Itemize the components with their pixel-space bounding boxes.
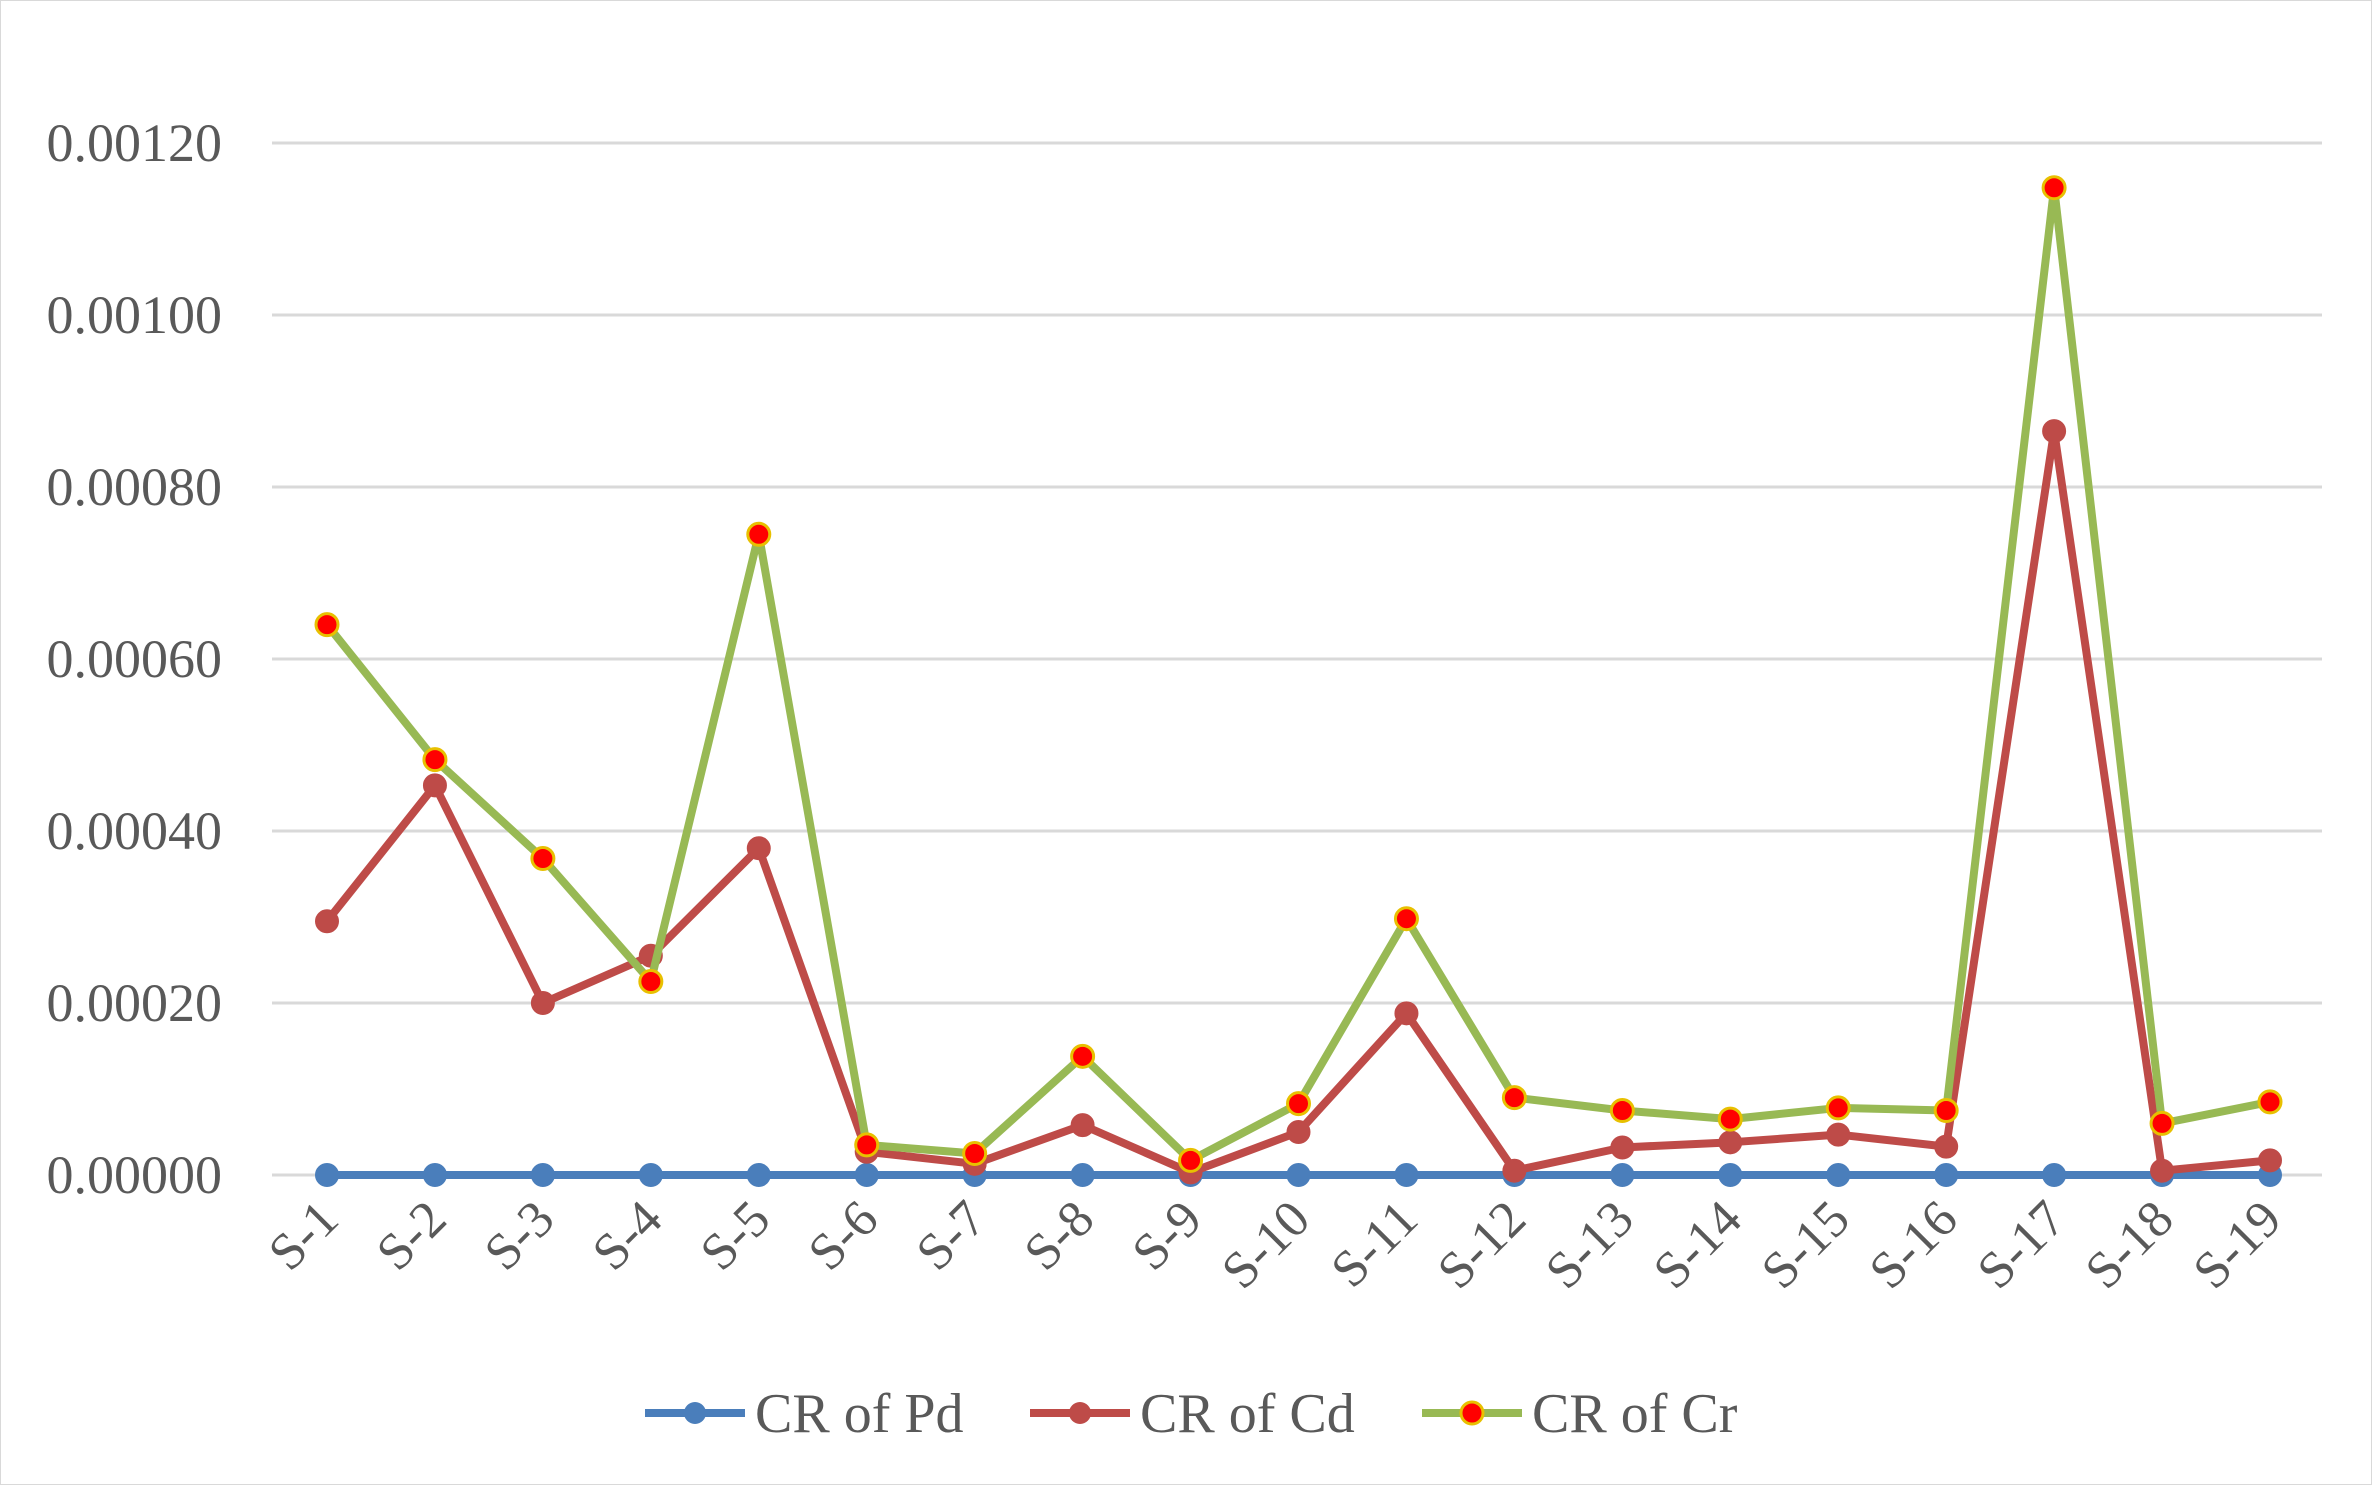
x-tick-label: S-3 [474,1190,565,1281]
x-tick-label: S-4 [582,1190,673,1281]
data-point [1178,1147,1204,1173]
data-point [1826,1122,1851,1147]
y-tick-label: 0.00060 [47,629,223,689]
data-point [854,1132,880,1158]
x-tick-label: S-16 [1859,1190,1969,1300]
y-tick-label: 0.00120 [47,113,223,173]
data-point [1070,1043,1096,1069]
x-tick-label: S-7 [906,1190,997,1281]
x-tick-label: S-18 [2075,1190,2185,1300]
legend-item: CR of Cr [1422,1383,1738,1445]
series-cr-of-cr [314,175,2283,1173]
data-point [1070,1113,1095,1138]
data-point [1717,1106,1743,1132]
x-tick-label: S-1 [258,1190,349,1281]
series-layer [314,175,2283,1187]
data-point [1070,1163,1095,1187]
legend-marker [684,1402,706,1424]
data-point [314,612,340,638]
x-tick-label: S-8 [1014,1190,1105,1281]
data-point [422,747,448,773]
data-point [530,1163,555,1187]
data-point [530,991,555,1015]
data-point [1394,1001,1419,1026]
legend-item: CR of Pd [645,1383,964,1445]
data-point [2257,1089,2283,1115]
data-point [746,1163,771,1187]
y-tick-label: 0.00080 [47,457,223,517]
data-point [746,521,772,547]
y-tick-label: 0.00040 [47,801,223,861]
legend-label: CR of Pd [755,1383,964,1445]
gridlines [272,141,2322,1177]
data-point [1609,1098,1635,1123]
x-tick-label: S-19 [2183,1190,2293,1300]
data-point [2150,1158,2175,1183]
data-point [1934,1134,1959,1159]
y-axis-ticks: 0.00000 0.00020 0.00040 0.00060 0.00080 0.001… [47,113,223,1205]
x-tick-label: S-5 [690,1190,781,1281]
x-tick-label: S-15 [1751,1190,1861,1300]
y-tick-label: 0.00100 [47,285,223,345]
x-axis-ticks: S-1 S-2 S-3 S-4 S-5 S-6 S-7 S-8 S-9S-10 S-11S-12S… [258,1190,2292,1300]
series-cr-of-pd [315,1163,2282,1187]
data-point [315,1163,339,1187]
x-tick-label: S-13 [1535,1190,1645,1300]
data-point [2258,1148,2282,1173]
x-tick-label: S-11 [1321,1190,1429,1298]
data-point [638,1163,663,1187]
data-point [854,1163,879,1187]
x-tick-label: S-2 [366,1190,457,1281]
data-point [1718,1163,1743,1187]
data-point [1394,1163,1419,1187]
x-tick-label: S-9 [1122,1190,1213,1281]
legend-label: CR of Cr [1532,1383,1738,1445]
data-point [1501,1085,1527,1111]
data-point [2042,419,2067,444]
data-point [1825,1095,1851,1121]
data-point [1502,1158,1527,1183]
data-point [2042,1163,2067,1187]
legend-label: CR of Cd [1140,1383,1355,1445]
data-point [422,1163,447,1187]
x-tick-label: S-10 [1211,1190,1321,1300]
data-point [315,909,339,934]
data-point [1286,1091,1311,1117]
legend-marker [1459,1400,1485,1426]
y-tick-label: 0.00020 [47,973,223,1033]
data-point [1286,1163,1311,1187]
data-point [746,836,771,861]
data-point [1934,1163,1959,1187]
data-point [1718,1130,1743,1155]
data-point [422,773,447,798]
data-point [1393,906,1419,932]
x-tick-label: S-12 [1427,1190,1537,1300]
legend-marker [1069,1402,1091,1424]
x-tick-label: S-17 [1967,1190,2077,1300]
data-point [1933,1098,1959,1123]
data-point [1286,1120,1311,1144]
data-point [638,969,664,994]
data-point [1826,1163,1851,1187]
x-tick-label: S-6 [798,1190,889,1281]
data-point [530,846,556,872]
data-point [1610,1135,1635,1160]
data-point [2041,175,2067,201]
data-point [962,1141,988,1166]
y-tick-label: 0.00000 [47,1145,223,1205]
data-point [1610,1163,1635,1187]
legend-item: CR of Cd [1030,1383,1355,1445]
legend: CR of Pd CR of Cd CR of Cr [645,1383,1738,1445]
series-line [323,183,2274,1165]
data-point [2149,1110,2175,1136]
x-tick-label: S-14 [1643,1190,1753,1300]
